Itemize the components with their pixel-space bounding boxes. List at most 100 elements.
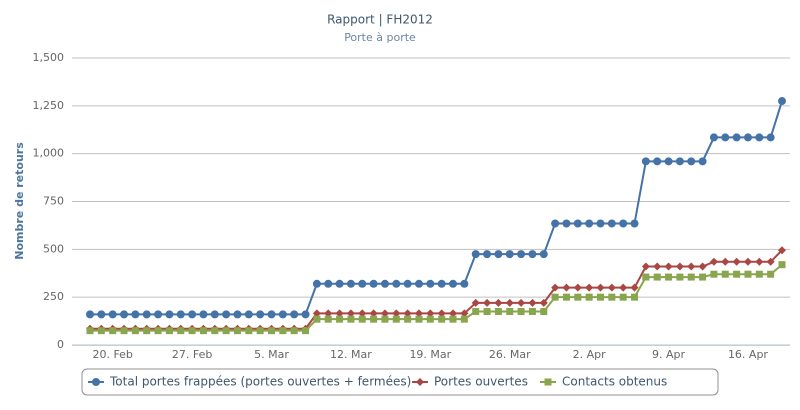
point [335,279,344,288]
point [676,273,684,281]
point [199,310,208,319]
point [732,133,741,142]
point [471,250,480,259]
point [574,293,582,301]
point [97,327,105,335]
point [245,327,253,335]
point [278,310,287,319]
point [539,250,548,259]
point [165,327,173,335]
point [562,293,570,301]
point [109,327,117,335]
point [188,310,197,319]
point [438,315,446,323]
y-tick-label: 500 [43,242,64,255]
point [619,293,627,301]
point [743,133,752,142]
x-tick-label: 12. Mar [330,348,372,361]
point [641,157,650,166]
point [176,310,185,319]
legend-item: Portes ouvertes [412,375,528,389]
point [631,293,639,301]
point [324,279,333,288]
point [517,308,525,316]
point [687,262,696,271]
point [596,283,605,292]
legend-label: Total portes frappées (portes ouvertes +… [109,375,411,389]
point [505,298,514,307]
point [528,308,536,316]
y-tick-label: 1,250 [33,99,65,112]
point [324,315,332,323]
point [539,298,548,307]
point [211,327,219,335]
point [607,283,616,292]
point [585,283,594,292]
point [358,309,367,318]
point [675,262,684,271]
point [143,327,151,335]
x-tick-label: 27. Feb [172,348,212,361]
point [290,327,298,335]
point [369,279,378,288]
legend-item: Contacts obtenus [540,375,667,389]
point [210,310,219,319]
point [381,315,389,323]
point [607,219,616,228]
point [392,309,401,318]
point [336,315,344,323]
point [392,315,400,323]
point [630,283,639,292]
point [664,157,673,166]
y-tick-label: 250 [43,290,64,303]
point [267,310,276,319]
point [596,219,605,228]
point [755,133,764,142]
point [665,273,673,281]
point [528,250,537,259]
point [154,327,162,335]
point [380,279,389,288]
point [528,298,537,307]
point [664,262,673,271]
point [743,257,752,266]
chart-subtitle: Porte à porte [344,31,416,44]
legend-symbol [544,378,552,386]
point [392,279,401,288]
point [403,279,412,288]
point [290,310,299,319]
point [483,298,492,307]
point [494,298,503,307]
point [268,327,276,335]
point [177,327,185,335]
point [437,279,446,288]
point [437,309,446,318]
point [494,308,502,316]
point [551,283,560,292]
point [698,262,707,271]
point [142,310,151,319]
point [709,257,718,266]
point [380,309,389,318]
point [471,298,480,307]
point [449,279,458,288]
point [608,293,616,301]
series-line [90,100,783,316]
legend-item: Total portes frappées (portes ouvertes +… [88,375,411,389]
point [675,157,684,166]
x-tick-label: 26. Mar [489,348,531,361]
point [460,315,468,323]
point [778,261,786,269]
point [460,279,469,288]
point [778,246,786,255]
point [585,293,593,301]
point [744,270,752,278]
x-tick-label: 9. Apr [652,348,685,361]
point [585,219,594,228]
point [551,219,560,228]
point [131,310,140,319]
point [426,309,435,318]
point [653,273,661,281]
point [188,327,196,335]
